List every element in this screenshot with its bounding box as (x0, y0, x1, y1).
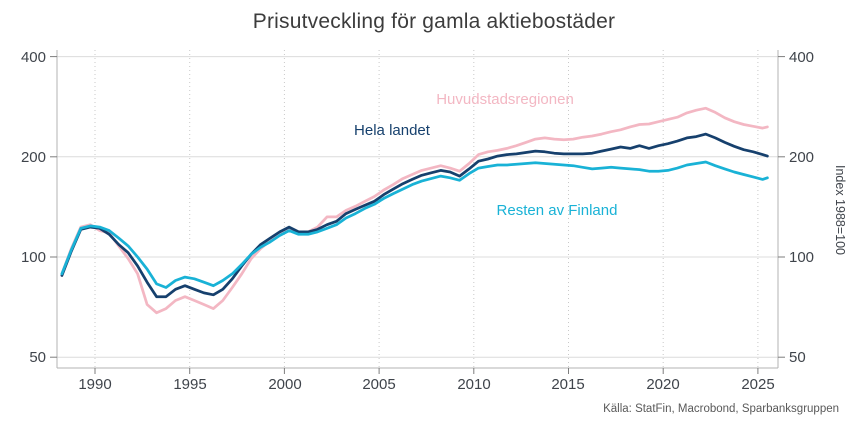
grid-layer (50, 50, 785, 374)
label-layer: 400 200 100 50 400 200 100 50 1990 1995 … (21, 49, 847, 415)
y-axis-right-label-400: 400 (789, 49, 814, 66)
x-axis-label-2000: 2000 (268, 376, 301, 393)
source-note: Källa: StatFin, Macrobond, Sparbanksgrup… (603, 403, 839, 415)
right-axis-unit-label: Index 1988=100 (833, 165, 847, 255)
x-axis-label-2005: 2005 (362, 376, 395, 393)
series-line-huvudstadsregionen (60, 106, 769, 315)
series-layer (60, 106, 769, 315)
y-axis-left-label-400: 400 (21, 49, 46, 66)
y-axis-left-label-50: 50 (29, 349, 46, 366)
series-label-resten-av-finland: Resten av Finland (497, 202, 618, 219)
series-label-huvudstadsregionen: Huvudstadsregionen (436, 91, 574, 108)
series-line-resten-av-finland (60, 160, 769, 289)
x-axis-label-1990: 1990 (78, 376, 111, 393)
y-axis-left-label-200: 200 (21, 149, 46, 166)
y-axis-right-label-100: 100 (789, 249, 814, 266)
x-axis-label-2020: 2020 (646, 376, 679, 393)
y-axis-right-label-200: 200 (789, 149, 814, 166)
x-axis-label-1995: 1995 (173, 376, 206, 393)
x-axis-label-2025: 2025 (741, 376, 774, 393)
x-axis-label-2010: 2010 (457, 376, 490, 393)
series-label-hela-landet: Hela landet (354, 122, 431, 139)
x-axis-label-2015: 2015 (551, 376, 584, 393)
y-axis-left-label-100: 100 (21, 249, 46, 266)
chart-title: Prisutveckling för gamla aktiebostäder (252, 10, 616, 33)
series-line-hela-landet (60, 132, 769, 299)
y-axis-right-label-50: 50 (789, 349, 806, 366)
